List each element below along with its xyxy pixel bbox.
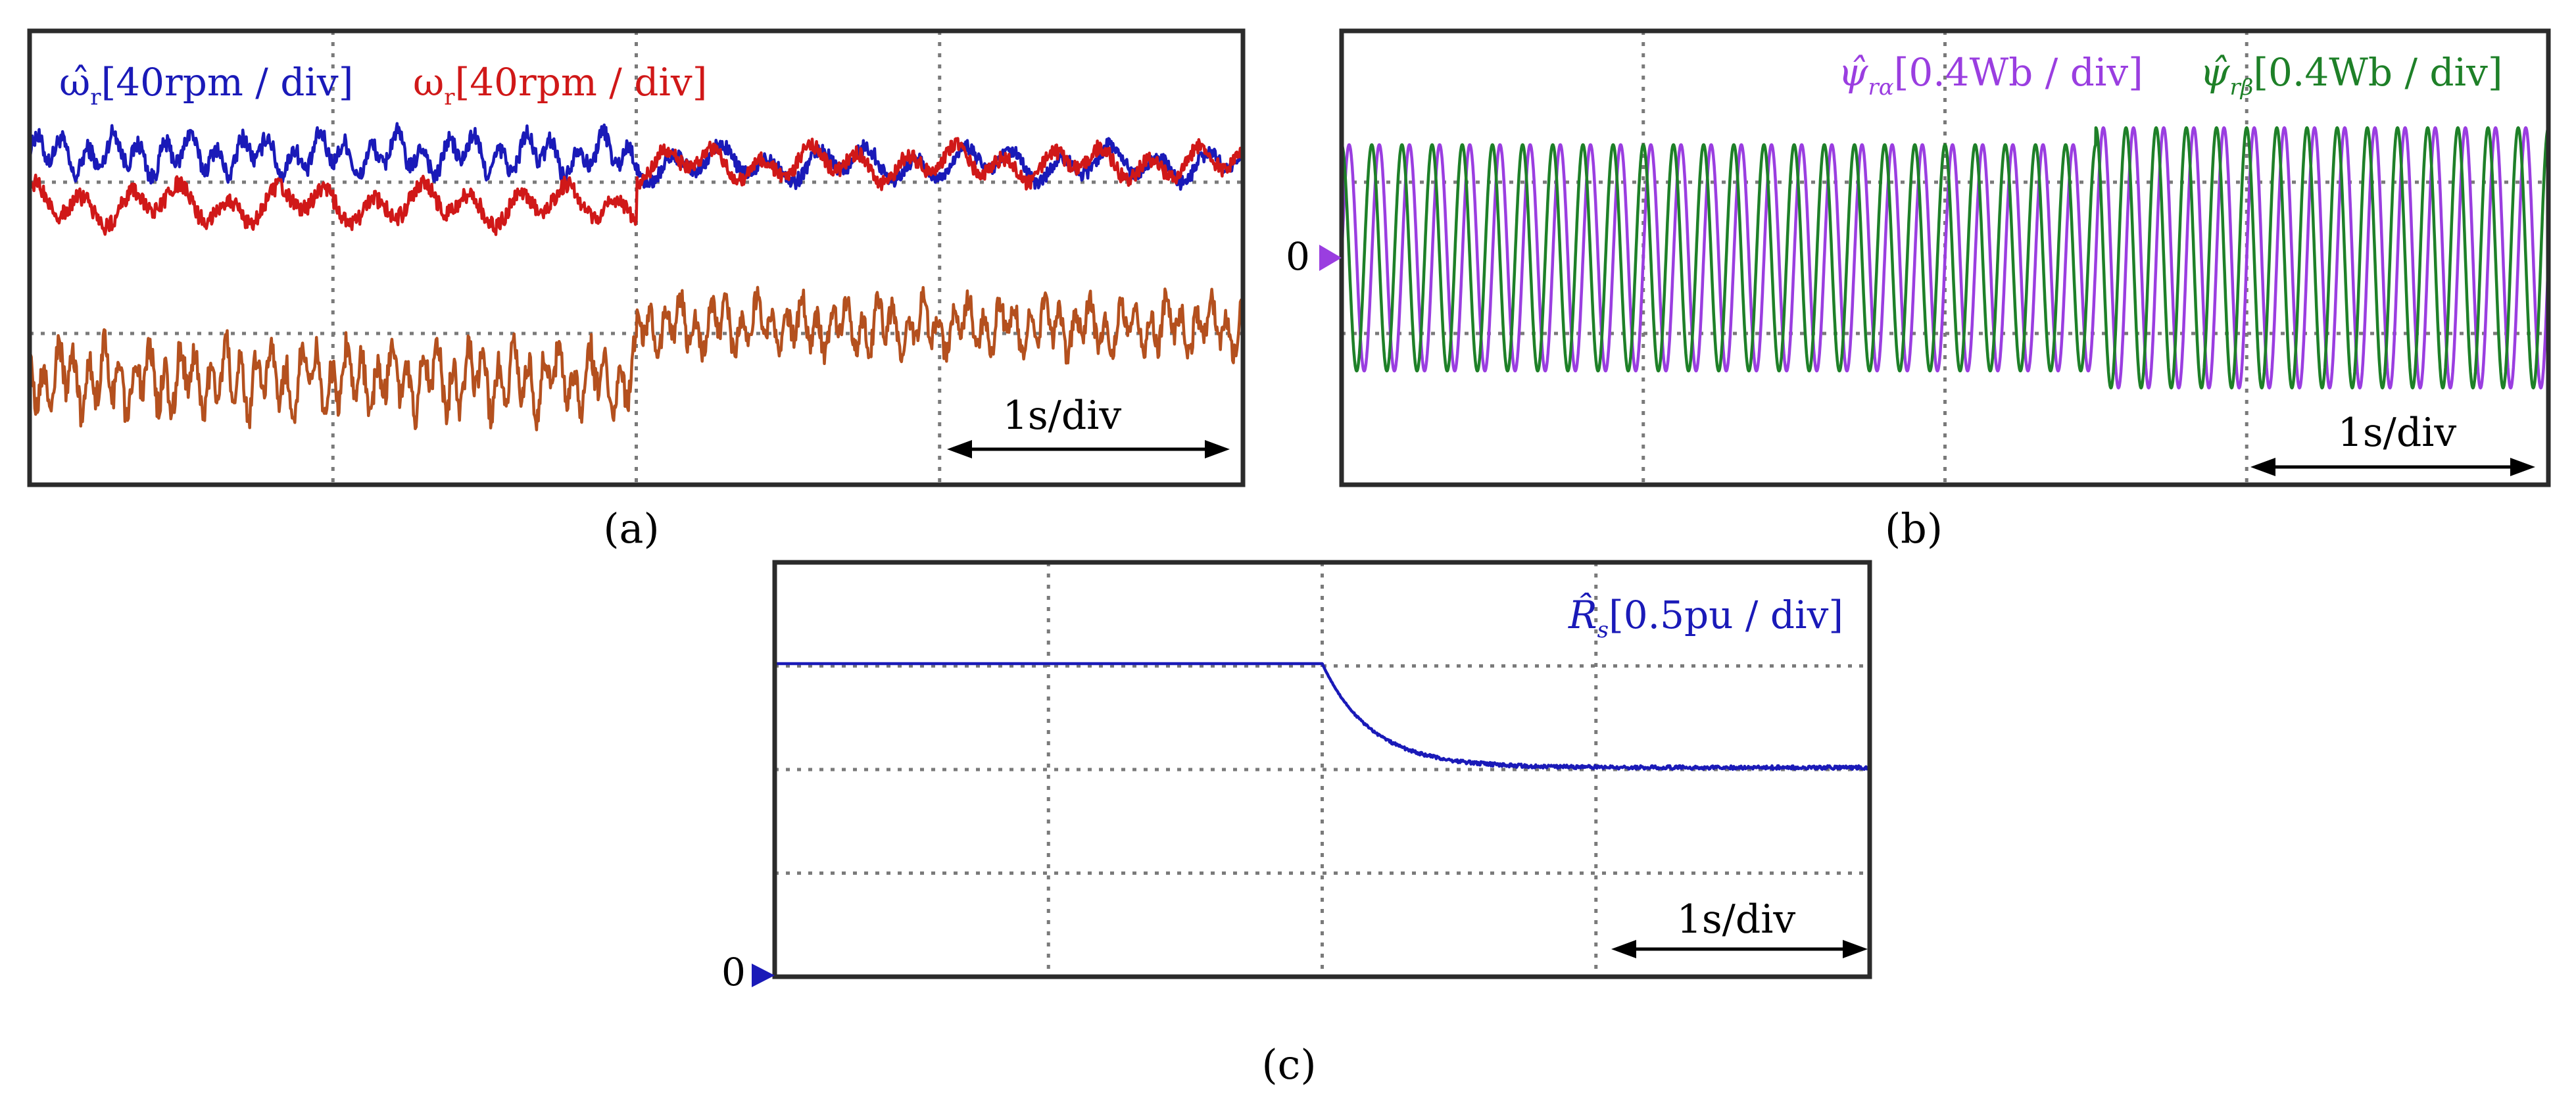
panel-b-zero-label: 0 bbox=[1286, 234, 1310, 279]
panel-b-legend-psi-beta: ψ̂rβ[0.4Wb / div] bbox=[2200, 50, 2503, 101]
panel-c-caption: (c) bbox=[1261, 1041, 1316, 1089]
panel-a-series-omega_r_hat bbox=[28, 122, 1245, 191]
panel-c-scale-label: 1s/div bbox=[1677, 896, 1796, 943]
panel-c-series-Rs_hat bbox=[774, 662, 1871, 771]
panel-b-traces bbox=[1340, 126, 2550, 390]
panel-a: ω̂r[40rpm / div] ωr[40rpm / div] 1s/div … bbox=[27, 28, 1246, 552]
panel-b-series-psi_r_beta_hat bbox=[1340, 126, 2550, 390]
panel-a-caption: (a) bbox=[603, 504, 659, 552]
panel-c: 0 R̂s[0.5pu / div] 1s/div (c) bbox=[721, 560, 1872, 1089]
panel-b-zero-marker bbox=[1319, 245, 1342, 271]
panel-a-traces bbox=[28, 122, 1245, 431]
panel-c-frame bbox=[772, 560, 1872, 979]
panel-c-grid bbox=[775, 562, 1870, 977]
panel-a-series-omega_r bbox=[28, 137, 1244, 236]
panel-b-caption: (b) bbox=[1885, 504, 1943, 552]
panel-b-scale-label: 1s/div bbox=[2338, 410, 2457, 456]
panel-b-scale-arrow bbox=[2250, 458, 2535, 476]
panel-b: 0 ψ̂rα[0.4Wb / div] ψ̂rβ[0.4Wb / div] 1s… bbox=[1286, 28, 2551, 552]
panel-b-scale-mask bbox=[2328, 408, 2512, 460]
panel-a-scale-label: 1s/div bbox=[1003, 393, 1122, 439]
panel-a-frame bbox=[27, 28, 1246, 487]
panel-b-series-psi_r_alpha_hat bbox=[1340, 126, 2550, 390]
panel-c-zero-label: 0 bbox=[721, 950, 746, 994]
panel-a-series-speed_error bbox=[28, 285, 1245, 431]
panel-c-zero-marker bbox=[752, 964, 775, 987]
panel-c-traces bbox=[774, 662, 1871, 771]
panel-c-scale-arrow bbox=[1611, 940, 1868, 958]
panel-c-legend-rs: R̂s[0.5pu / div] bbox=[1568, 592, 1843, 643]
panel-a-scale-arrow bbox=[947, 440, 1230, 458]
panel-a-legend-omega: ωr[40rpm / div] bbox=[413, 60, 707, 110]
panel-b-legend-psi-alpha: ψ̂rα[0.4Wb / div] bbox=[1838, 50, 2143, 101]
panel-a-legend-omega-hat: ω̂r[40rpm / div] bbox=[59, 60, 353, 110]
